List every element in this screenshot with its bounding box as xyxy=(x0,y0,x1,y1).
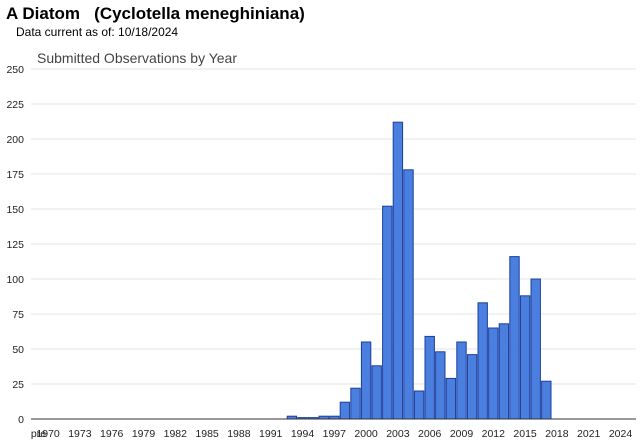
bar-2006[interactable] xyxy=(424,335,435,420)
bar-2015[interactable] xyxy=(519,295,531,420)
x-tick-label: 2000 xyxy=(354,428,378,440)
x-tick-label: 1985 xyxy=(195,428,219,440)
x-tick-label: pre xyxy=(31,428,46,440)
y-tick-label: 250 xyxy=(6,64,24,76)
x-tick-label: 2021 xyxy=(577,428,601,440)
species-title: A Diatom (Cyclotella meneghiniana) xyxy=(6,4,305,23)
x-tick-label: 2009 xyxy=(450,428,474,440)
bar-2001[interactable] xyxy=(371,365,382,420)
bar-2008[interactable] xyxy=(445,377,457,420)
bar-2017[interactable] xyxy=(541,380,552,420)
chart-title: Submitted Observations by Year xyxy=(37,50,237,66)
y-tick-label: 200 xyxy=(6,134,24,146)
y-tick-label: 125 xyxy=(6,239,24,251)
x-tick-label: 1994 xyxy=(291,428,315,440)
x-tick-label: 2015 xyxy=(513,428,537,440)
x-tick-label: 2018 xyxy=(545,428,569,440)
y-tick-label: 175 xyxy=(6,169,24,181)
y-tick-label: 50 xyxy=(12,344,24,356)
bar-2016[interactable] xyxy=(530,278,541,420)
bar-2004[interactable] xyxy=(403,169,414,420)
bar-2000[interactable] xyxy=(360,341,372,420)
x-tick-label: 1991 xyxy=(259,428,283,440)
bar-2007[interactable] xyxy=(435,351,446,420)
bar-2012[interactable] xyxy=(488,327,499,420)
x-tick-label: 1997 xyxy=(323,428,347,440)
x-tick-label: 1988 xyxy=(227,428,251,440)
y-tick-label: 100 xyxy=(6,274,24,286)
bar-2009[interactable] xyxy=(456,341,467,420)
bar-1998[interactable] xyxy=(339,401,351,420)
bar-1999[interactable] xyxy=(350,387,361,420)
x-tick-label: 1976 xyxy=(100,428,124,440)
x-tick-label: 1979 xyxy=(132,428,156,440)
y-tick-label: 0 xyxy=(18,414,24,426)
x-tick-label: 2006 xyxy=(418,428,442,440)
y-tick-label: 225 xyxy=(6,99,24,111)
bar-2002[interactable] xyxy=(382,205,393,420)
x-tick-label: 2003 xyxy=(386,428,410,440)
x-tick-label: 1973 xyxy=(68,428,92,440)
x-tick-label: 2024 xyxy=(609,428,633,440)
y-tick-label: 150 xyxy=(6,204,24,216)
bar-2010[interactable] xyxy=(466,354,478,420)
x-tick-label: 2012 xyxy=(482,428,506,440)
bar-2014[interactable] xyxy=(509,256,520,420)
x-tick-label: 1982 xyxy=(164,428,188,440)
bar-2011[interactable] xyxy=(477,302,488,420)
data-date-subtitle: Data current as of: 10/18/2024 xyxy=(16,25,179,39)
y-tick-label: 75 xyxy=(12,309,24,321)
bar-2005[interactable] xyxy=(413,390,425,420)
bar-2003[interactable] xyxy=(392,121,404,420)
bar-2013[interactable] xyxy=(498,323,510,420)
x-tick-label: 1970 xyxy=(36,428,60,440)
y-tick-label: 25 xyxy=(12,379,24,391)
